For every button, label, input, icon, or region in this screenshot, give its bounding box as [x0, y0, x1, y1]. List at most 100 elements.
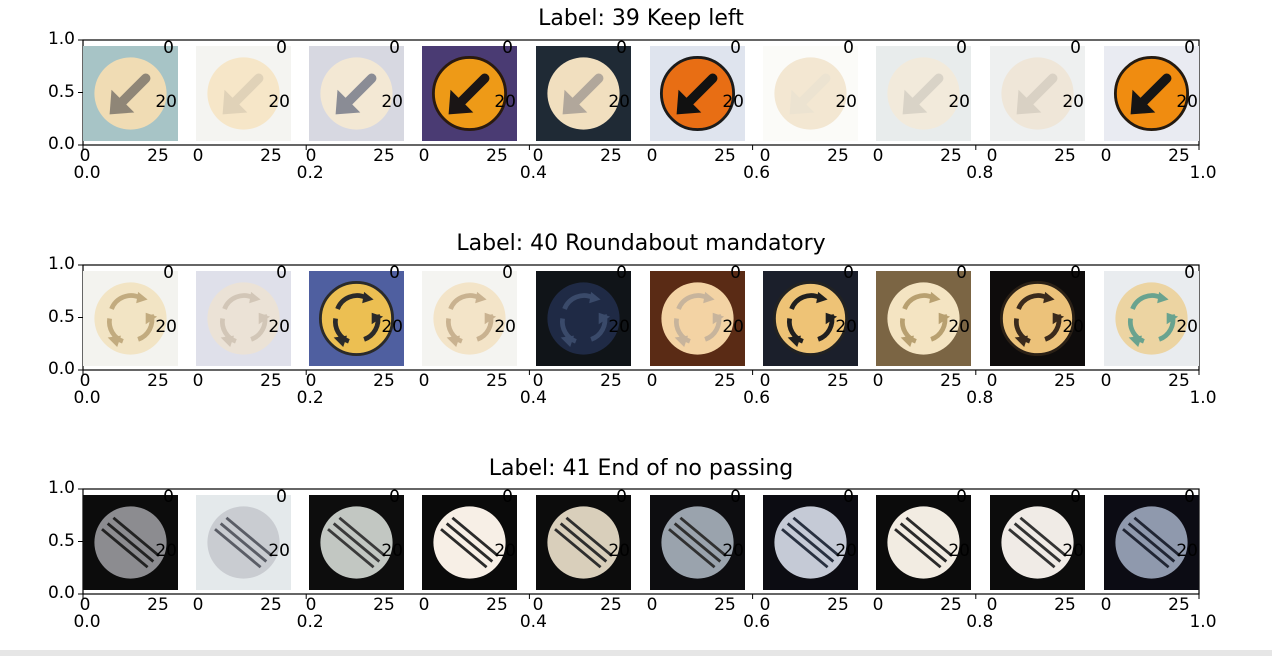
roundabout-arrow: [448, 293, 481, 310]
inner-x-tick-label: 25: [373, 595, 395, 615]
outer-x-tick-label: 0.8: [966, 612, 994, 632]
roundabout-arrowhead: [712, 312, 725, 325]
roundabout-arrow: [902, 293, 935, 310]
inner-y-tick-label: 0: [956, 38, 967, 58]
inner-y-tick-label: 0: [730, 263, 741, 283]
inner-x-tick-label: 25: [940, 371, 962, 391]
sign-image: [309, 271, 404, 366]
inner-x-tick-label: 25: [940, 146, 962, 166]
diagonal-stripe: [554, 528, 602, 569]
inner-x-tick-label: 25: [827, 595, 849, 615]
inner-x-tick-label: 25: [714, 146, 736, 166]
inner-y-tick-label: 0: [163, 487, 174, 507]
inner-y-tick-label: 20: [608, 541, 630, 561]
roundabout-arrowhead: [703, 291, 715, 304]
inner-x-tick-label: 25: [147, 371, 169, 391]
inner-y-tick-label: 0: [1070, 38, 1081, 58]
inner-x-tick-label: 0: [79, 146, 91, 166]
roundabout-arrow: [1130, 293, 1163, 310]
sign-image: [83, 495, 178, 590]
inner-y-tick-label: 0: [1184, 38, 1195, 58]
inner-x-tick-label: 0: [986, 595, 998, 615]
inner-x-tick-label: 0: [79, 595, 91, 615]
inner-x-tick-label: 0: [1100, 371, 1112, 391]
inner-x-tick-label: 25: [147, 595, 169, 615]
roundabout-arrow: [332, 318, 350, 344]
inner-y-tick-label: 0: [276, 263, 287, 283]
roundabout-arrowhead: [560, 335, 574, 347]
sign-image: [876, 271, 971, 366]
outer-x-tick-label: 0.8: [966, 163, 994, 183]
sign-image: [422, 495, 517, 590]
inner-x-tick-label: 0: [872, 595, 884, 615]
inner-y-tick-label: 0: [1184, 487, 1195, 507]
inner-x-tick-label: 0: [418, 146, 430, 166]
inner-y-tick-label: 20: [948, 92, 970, 112]
diagonal-stripe: [792, 516, 840, 557]
roundabout-arrowhead: [258, 312, 271, 325]
inner-x-tick-label: 0: [872, 146, 884, 166]
sign-image: [763, 495, 858, 590]
arrow-head: [789, 89, 815, 115]
inner-y-tick-label: 20: [155, 92, 177, 112]
inner-y-tick-label: 20: [155, 541, 177, 561]
inner-y-tick-label: 0: [956, 263, 967, 283]
inner-x-tick-label: 0: [759, 146, 771, 166]
inner-x-tick-label: 25: [373, 371, 395, 391]
inner-y-tick-label: 20: [608, 92, 630, 112]
arrow-head: [902, 89, 928, 115]
roundabout-arrow: [676, 293, 709, 310]
roundabout-arrowhead: [929, 291, 941, 304]
inner-y-tick-label: 0: [502, 487, 513, 507]
roundabout-arrowhead: [249, 291, 261, 304]
outer-x-tick-label: 0.2: [296, 163, 324, 183]
inner-x-tick-label: 0: [192, 146, 204, 166]
sign-image: [876, 46, 971, 141]
scrollbar-track[interactable]: [0, 650, 1272, 656]
inner-y-tick-label: 0: [389, 38, 400, 58]
inner-y-tick-label: 0: [616, 487, 627, 507]
arrow-head: [448, 89, 474, 115]
inner-x-tick-label: 0: [759, 595, 771, 615]
outer-x-tick-label: 0.0: [73, 163, 101, 183]
diagonal-stripe: [1122, 528, 1170, 569]
sign-image: [990, 495, 1085, 590]
roundabout-arrowhead: [1128, 335, 1142, 347]
sign-image: [990, 271, 1085, 366]
inner-y-tick-label: 0: [1070, 263, 1081, 283]
outer-y-tick-label: 0.5: [47, 306, 75, 327]
roundabout-arrow: [786, 318, 804, 344]
inner-x-tick-label: 25: [373, 146, 395, 166]
inner-x-tick-label: 25: [147, 146, 169, 166]
outer-x-tick-label: 0.0: [73, 388, 101, 408]
diagonal-stripe: [1133, 516, 1181, 557]
inner-y-tick-label: 20: [835, 317, 857, 337]
inner-x-tick-label: 0: [79, 371, 91, 391]
sign-image: [763, 46, 858, 141]
inner-x-tick-label: 0: [532, 371, 544, 391]
outer-x-tick-label: 1.0: [1189, 163, 1217, 183]
inner-y-tick-label: 20: [268, 541, 290, 561]
inner-y-tick-label: 20: [1062, 317, 1084, 337]
diagonal-stripe: [101, 528, 149, 569]
roundabout-arrowhead: [825, 312, 838, 325]
inner-x-tick-label: 0: [532, 595, 544, 615]
inner-x-tick-label: 25: [260, 371, 282, 391]
inner-x-tick-label: 0: [646, 146, 658, 166]
outer-x-tick-label: 1.0: [1189, 612, 1217, 632]
sign-image: [536, 271, 631, 366]
diagonal-stripe: [1008, 528, 1056, 569]
outer-y-tick-label: 0.5: [47, 530, 75, 551]
outer-y-tick-label: 0.0: [47, 359, 75, 379]
outer-x-tick-label: 0.8: [966, 388, 994, 408]
inner-y-tick-label: 0: [502, 263, 513, 283]
diagonal-stripe: [445, 522, 494, 563]
inner-y-tick-label: 20: [608, 317, 630, 337]
inner-x-tick-label: 0: [986, 371, 998, 391]
arrow-head: [109, 89, 135, 115]
roundabout-arrow: [673, 318, 691, 344]
inner-x-tick-label: 0: [305, 595, 317, 615]
diagonal-stripe: [559, 522, 608, 563]
inner-y-tick-label: 20: [722, 541, 744, 561]
